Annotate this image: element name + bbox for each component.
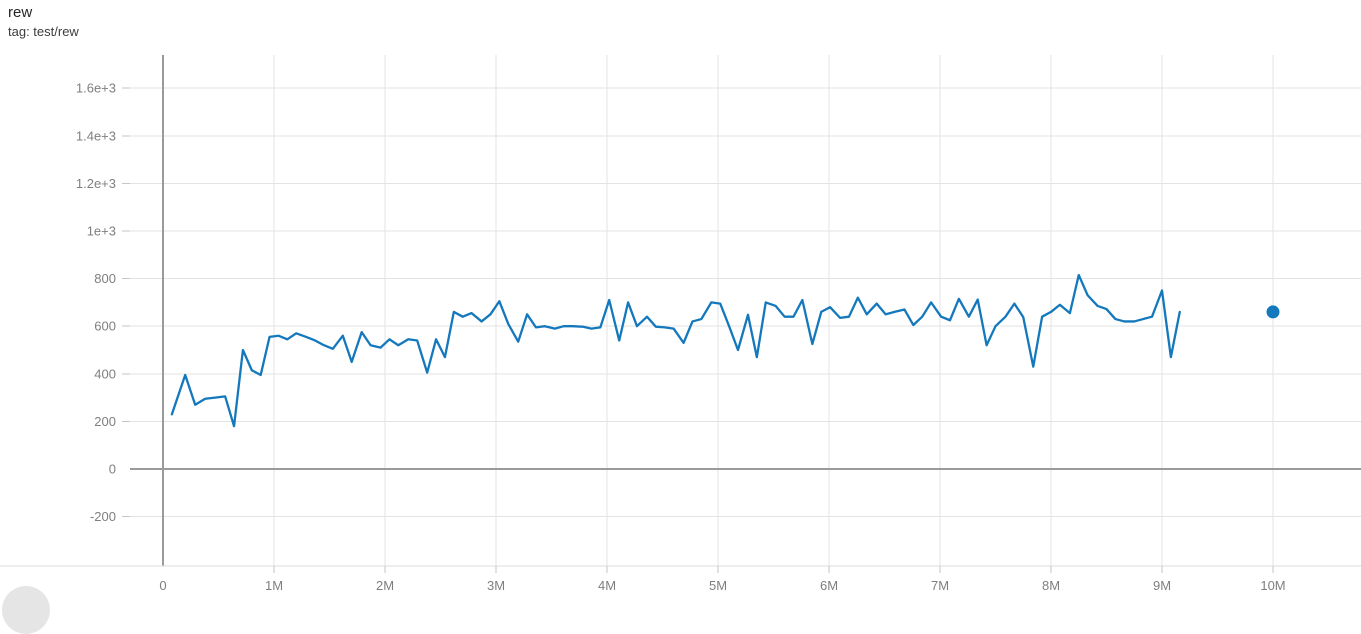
y-axis-tick-label: 0 <box>109 462 116 477</box>
y-axis-tick-label: 800 <box>94 271 116 286</box>
x-axis-tick-label: 5M <box>709 578 727 593</box>
series-line-test-rew[interactable] <box>170 273 1181 428</box>
x-gridlines <box>273 55 1274 566</box>
floating-action-button[interactable] <box>2 586 50 634</box>
y-gridlines <box>130 87 1361 518</box>
x-axis-tick-label: 6M <box>820 578 838 593</box>
tick-marks <box>122 87 1274 573</box>
x-axis-tick-label: 2M <box>376 578 394 593</box>
y-axis-tick-label: 600 <box>94 319 116 334</box>
y-axis-tick-label: 1.4e+3 <box>76 128 116 143</box>
line-chart-plot[interactable]: -20002004006008001e+31.2e+31.4e+31.6e+3 … <box>0 0 1361 606</box>
x-axis-tick-label: 8M <box>1042 578 1060 593</box>
chart-title: rew <box>8 4 33 21</box>
end-point-marker[interactable] <box>1266 305 1280 319</box>
y-axis-tick-label: -200 <box>90 509 116 524</box>
x-axis-tick-label: 3M <box>487 578 505 593</box>
x-axis-tick-label: 10M <box>1260 578 1285 593</box>
x-axis-tick-label: 1M <box>265 578 283 593</box>
series-end-dot[interactable] <box>1266 305 1280 319</box>
axis-lines <box>0 55 1361 567</box>
y-axis-tick-label: 400 <box>94 366 116 381</box>
y-axis-tick-label: 1.2e+3 <box>76 176 116 191</box>
x-axis-tick-label: 4M <box>598 578 616 593</box>
x-axis-tick-label: 0 <box>159 578 166 593</box>
y-axis-tick-label: 1.6e+3 <box>76 81 116 96</box>
x-axis-tick-labels: 0 1M 2M 3M 4M 5M 6M 7M 8M 9M 10M <box>159 578 1285 593</box>
y-axis-tick-label: 200 <box>94 414 116 429</box>
x-axis-tick-label: 9M <box>1153 578 1171 593</box>
chart-subtitle: tag: test/rew <box>8 24 79 39</box>
x-axis-tick-label: 7M <box>931 578 949 593</box>
y-axis-tick-label: 1e+3 <box>87 224 116 239</box>
data-series-group[interactable] <box>170 273 1181 428</box>
y-axis-tick-labels: -200 0 200 400 600 800 1e+3 1.2e+3 1.4e+3 1.6e+3 <box>76 81 116 524</box>
